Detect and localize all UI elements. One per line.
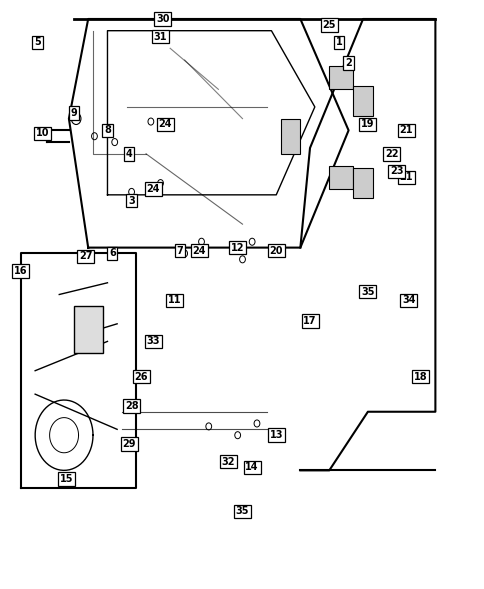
Bar: [353, 87, 372, 115]
Text: 8: 8: [104, 125, 111, 135]
Text: 15: 15: [60, 474, 73, 484]
Text: 33: 33: [146, 336, 160, 346]
Text: 21: 21: [399, 125, 412, 135]
Text: 17: 17: [302, 316, 316, 326]
Text: 7: 7: [176, 246, 183, 256]
Text: 24: 24: [158, 120, 172, 130]
Text: 26: 26: [134, 372, 148, 382]
Text: 5: 5: [34, 38, 41, 48]
Text: 32: 32: [221, 456, 234, 466]
Text: 25: 25: [322, 20, 335, 30]
Bar: [74, 306, 103, 353]
Text: 12: 12: [230, 243, 244, 253]
Text: 4: 4: [125, 149, 132, 159]
Text: 3: 3: [128, 196, 135, 206]
Text: 34: 34: [401, 295, 415, 305]
Text: 6: 6: [109, 249, 116, 259]
Text: 14: 14: [245, 462, 258, 472]
Text: 22: 22: [384, 149, 398, 159]
Text: 13: 13: [269, 430, 283, 440]
Text: 31: 31: [153, 32, 167, 42]
Text: 19: 19: [361, 120, 374, 130]
Text: 20: 20: [269, 246, 283, 256]
Text: 16: 16: [14, 266, 28, 276]
Text: 28: 28: [124, 401, 138, 411]
Text: 1: 1: [335, 38, 342, 48]
Text: 23: 23: [389, 167, 403, 176]
Text: 29: 29: [122, 439, 136, 449]
Text: 35: 35: [235, 507, 249, 517]
Text: 9: 9: [70, 108, 77, 118]
Text: 24: 24: [146, 184, 160, 194]
Text: 21: 21: [399, 172, 412, 182]
Text: 10: 10: [35, 128, 49, 138]
Bar: [329, 66, 353, 90]
Bar: [329, 166, 353, 189]
Text: 27: 27: [79, 252, 92, 262]
Text: 24: 24: [192, 246, 205, 256]
Text: 18: 18: [413, 372, 427, 382]
Bar: [281, 118, 300, 154]
Text: 2: 2: [345, 58, 351, 68]
Text: 11: 11: [168, 295, 182, 305]
Bar: [353, 168, 372, 198]
Text: 30: 30: [156, 14, 169, 24]
Text: 35: 35: [361, 287, 374, 297]
